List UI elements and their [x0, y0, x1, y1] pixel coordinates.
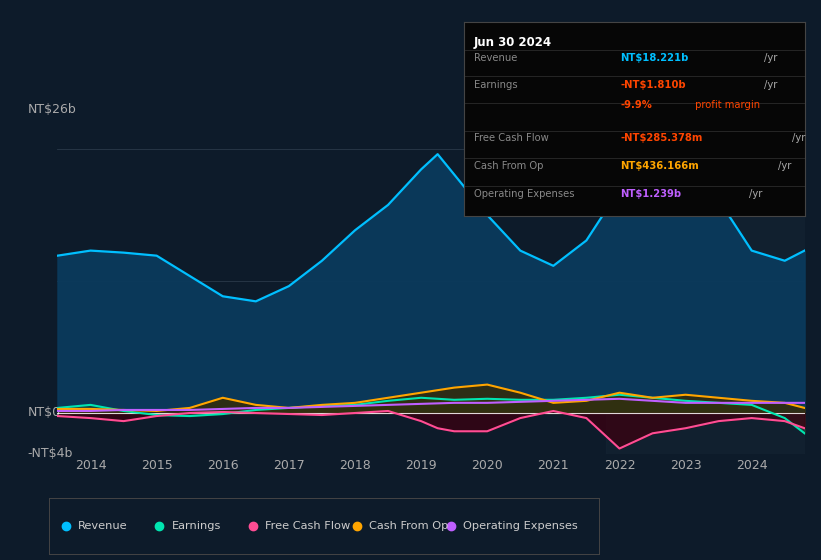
Text: /yr: /yr: [792, 133, 805, 143]
Bar: [606, 129, 805, 454]
Text: Operating Expenses: Operating Expenses: [474, 189, 575, 199]
Text: Cash From Op: Cash From Op: [369, 521, 449, 531]
Text: -NT$285.378m: -NT$285.378m: [621, 133, 703, 143]
Text: NT$18.221b: NT$18.221b: [621, 53, 689, 63]
Text: NT$0: NT$0: [28, 407, 61, 419]
Text: Free Cash Flow: Free Cash Flow: [265, 521, 350, 531]
Text: profit margin: profit margin: [692, 100, 760, 110]
Text: Earnings: Earnings: [172, 521, 221, 531]
Text: NT$26b: NT$26b: [28, 103, 76, 116]
Text: -9.9%: -9.9%: [621, 100, 653, 110]
Text: /yr: /yr: [750, 189, 763, 199]
Text: /yr: /yr: [778, 161, 791, 171]
Text: /yr: /yr: [764, 81, 777, 90]
Text: /yr: /yr: [764, 53, 777, 63]
Text: -NT$1.810b: -NT$1.810b: [621, 81, 686, 90]
Text: Revenue: Revenue: [78, 521, 127, 531]
Text: Free Cash Flow: Free Cash Flow: [474, 133, 548, 143]
Text: -NT$4b: -NT$4b: [28, 447, 73, 460]
Text: NT$1.239b: NT$1.239b: [621, 189, 681, 199]
Text: Revenue: Revenue: [474, 53, 517, 63]
Text: Cash From Op: Cash From Op: [474, 161, 544, 171]
Text: NT$436.166m: NT$436.166m: [621, 161, 699, 171]
Text: Jun 30 2024: Jun 30 2024: [474, 36, 553, 49]
Text: Earnings: Earnings: [474, 81, 518, 90]
Text: Operating Expenses: Operating Expenses: [463, 521, 578, 531]
